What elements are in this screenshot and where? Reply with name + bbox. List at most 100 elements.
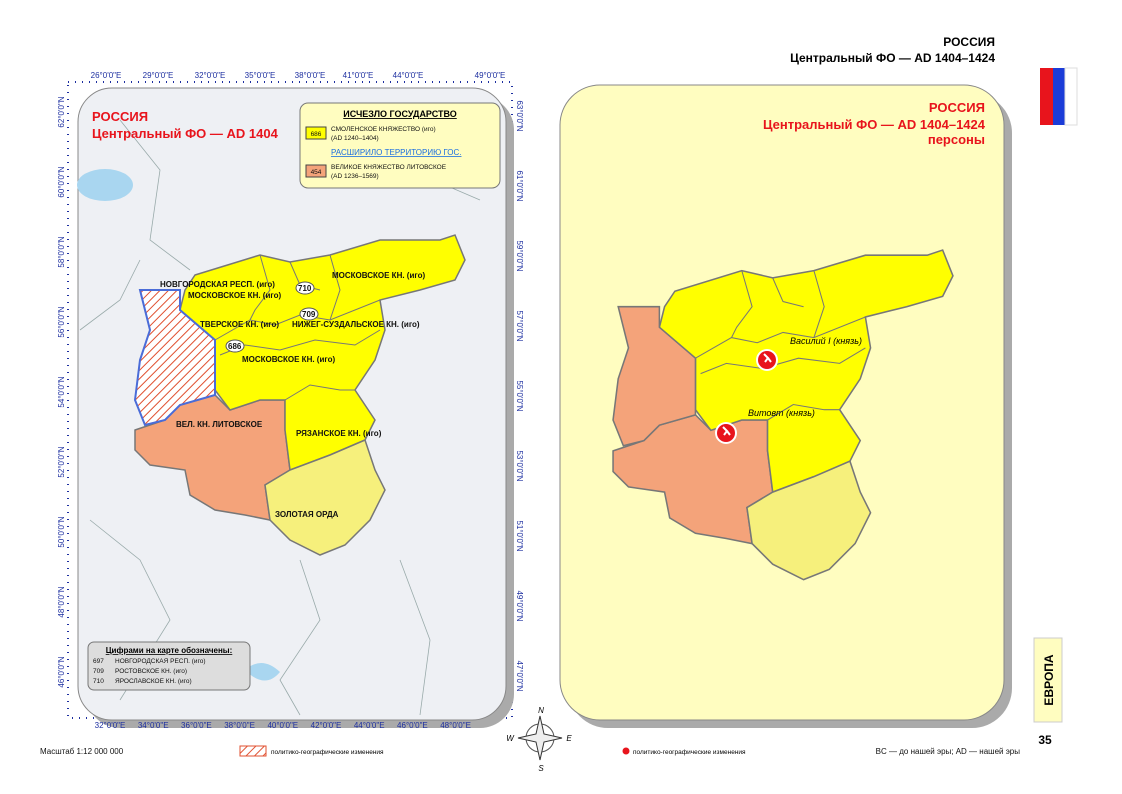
label-badge xyxy=(295,281,315,295)
compass-letter: S xyxy=(538,764,544,773)
coordinate-ticks: 26°0'0"E 29°0'0"E 32°0'0"E 35°0'0"E 38°0'0"E… xyxy=(57,71,524,730)
number-name: НОВГОРОДСКАЯ РЕСП. (иго) xyxy=(115,658,206,665)
legend-title: ИСЧЕЗЛО ГОСУДАРСТВО xyxy=(343,109,457,119)
lon-tick-label: 36°0'0"E xyxy=(181,721,212,730)
lon-tick-label: 40°0'0"E xyxy=(267,721,298,730)
lon-tick-label: 34°0'0"E xyxy=(138,721,169,730)
region-label: 710 xyxy=(298,284,312,293)
lat-tick-label: 50°0'0"N xyxy=(57,516,66,547)
legend-note: политико-географические изменения xyxy=(271,749,384,756)
lon-tick-label: 38°0'0"E xyxy=(295,71,326,80)
lat-tick-label: 57°0'0"N xyxy=(515,310,524,341)
lon-tick-label: 44°0'0"E xyxy=(354,721,385,730)
compass-letter: E xyxy=(566,734,572,743)
number-name: ЯРОСЛАВСКОЕ КН. (иго) xyxy=(115,678,192,685)
lon-tick-label: 42°0'0"E xyxy=(311,721,342,730)
region-label: НИЖЕГ-СУЗДАЛЬСКОЕ КН. (иго) xyxy=(292,320,420,329)
map-note: персоны xyxy=(928,132,985,147)
lat-tick-label: 58°0'0"N xyxy=(57,236,66,267)
sea xyxy=(245,662,280,681)
map-labels: МОСКОВСКОЕ КН. (иго) НОВГОРОДСКАЯ РЕСП. (… xyxy=(160,271,425,519)
lat-tick-label: 62°0'0"N xyxy=(57,96,66,127)
page-number: 35 xyxy=(1038,733,1052,747)
person-marker xyxy=(715,422,737,444)
lon-tick-label: 44°0'0"E xyxy=(393,71,424,80)
lon-tick-label: 46°0'0"E xyxy=(397,721,428,730)
section-name: ЕВРОПА xyxy=(1042,654,1056,705)
lat-tick-label: 60°0'0"N xyxy=(57,166,66,197)
header-title: РОССИЯ xyxy=(943,35,995,49)
region-label: РЯЗАНСКОЕ КН. (иго) xyxy=(296,429,382,438)
number-code: 697 xyxy=(93,658,104,665)
lat-tick-label: 63°0'0"N xyxy=(515,100,524,131)
lon-tick-label: 49°0'0"E xyxy=(475,71,506,80)
era-note: BC — до нашей эры; AD — нашей эры xyxy=(876,747,1021,756)
lat-tick-label: 54°0'0"N xyxy=(57,376,66,407)
lon-tick-label: 32°0'0"E xyxy=(95,721,126,730)
lon-tick-label: 29°0'0"E xyxy=(143,71,174,80)
region-label: ТВЕРСКОЕ КН. (иго) xyxy=(200,320,279,329)
lat-tick-label: 59°0'0"N xyxy=(515,240,524,271)
numbers-box: Цифрами на карте обозначены: 697 НОВГОРОД… xyxy=(87,641,251,691)
lat-tick-label: 52°0'0"N xyxy=(57,446,66,477)
person-label: Витовт (князь) xyxy=(748,408,815,418)
regions-persons xyxy=(612,249,954,581)
numbers-title: Цифрами на карте обозначены: xyxy=(106,646,233,655)
compass: N W E S xyxy=(506,706,572,773)
region-label: ВЕЛ. КН. ЛИТОВСКОЕ xyxy=(176,420,263,429)
changed-area xyxy=(133,289,216,427)
region-label: НОВГОРОДСКАЯ РЕСП. (иго) xyxy=(160,280,275,289)
lat-tick-label: 48°0'0"N xyxy=(57,586,66,617)
lon-tick-label: 48°0'0"E xyxy=(440,721,471,730)
lat-tick-label: 51°0'0"N xyxy=(515,520,524,551)
header-subtitle: Центральный ФО — AD 1404–1424 xyxy=(790,51,995,65)
legend-years: (AD 1240–1404) xyxy=(331,135,379,142)
lake xyxy=(77,169,133,201)
region-label: 709 xyxy=(302,310,316,319)
section-tab xyxy=(1033,637,1063,723)
legend-note: политико-географические изменения xyxy=(633,749,746,756)
number-code: 710 xyxy=(93,678,104,685)
legend-code: 454 xyxy=(311,169,322,176)
label-badge xyxy=(299,307,319,321)
map-title: РОССИЯ xyxy=(92,109,148,124)
region-label: МОСКОВСКОЕ КН. (иго) xyxy=(242,355,335,364)
lon-tick-label: 41°0'0"E xyxy=(343,71,374,80)
lon-tick-label: 35°0'0"E xyxy=(245,71,276,80)
person-marker xyxy=(756,349,778,371)
lat-tick-label: 46°0'0"N xyxy=(57,656,66,687)
legend-code: 686 xyxy=(311,131,322,138)
lat-tick-label: 56°0'0"N xyxy=(57,306,66,337)
lon-tick-label: 32°0'0"E xyxy=(195,71,226,80)
lat-tick-label: 61°0'0"N xyxy=(515,170,524,201)
legend-item: ВЕЛИКОЕ КНЯЖЕСТВО ЛИТОВСКОЕ xyxy=(331,164,447,171)
region-label: МОСКОВСКОЕ КН. (иго) xyxy=(332,271,425,280)
region-label: 686 xyxy=(228,342,242,351)
lon-tick-label: 26°0'0"E xyxy=(91,71,122,80)
map-subtitle: Центральный ФО — AD 1404–1424 xyxy=(763,117,986,132)
lat-tick-label: 55°0'0"N xyxy=(515,380,524,411)
legend: ИСЧЕЗЛО ГОСУДАРСТВО 686 СМОЛЕНСКОЕ КНЯЖЕ… xyxy=(299,102,501,189)
scale: Масштаб 1:12 000 000 xyxy=(40,747,124,756)
number-code: 709 xyxy=(93,668,104,675)
legend-subtitle: РАСШИРИЛО ТЕРРИТОРИЮ ГОС. xyxy=(331,148,462,157)
map-title: РОССИЯ xyxy=(929,100,985,115)
person-label: Василий I (князь) xyxy=(790,336,862,346)
flag xyxy=(1040,67,1078,126)
lat-tick-label: 53°0'0"N xyxy=(515,450,524,481)
compass-letter: W xyxy=(506,734,515,743)
lat-tick-label: 49°0'0"N xyxy=(515,590,524,621)
dot-swatch xyxy=(622,747,630,755)
region-label: ЗОЛОТАЯ ОРДА xyxy=(275,510,339,519)
lat-tick-label: 47°0'0"N xyxy=(515,660,524,691)
label-badge xyxy=(225,339,245,353)
hatch-swatch xyxy=(239,745,267,757)
compass-letter: N xyxy=(538,706,544,715)
region-label: МОСКОВСКОЕ КН. (иго) xyxy=(188,291,281,300)
legend-years: (AD 1236–1569) xyxy=(331,173,379,180)
number-name: РОСТОВСКОЕ КН. (иго) xyxy=(115,668,187,675)
map-subtitle: Центральный ФО — AD 1404 xyxy=(92,126,279,141)
lon-tick-label: 38°0'0"E xyxy=(224,721,255,730)
legend-item: СМОЛЕНСКОЕ КНЯЖЕСТВО (иго) xyxy=(331,126,436,133)
